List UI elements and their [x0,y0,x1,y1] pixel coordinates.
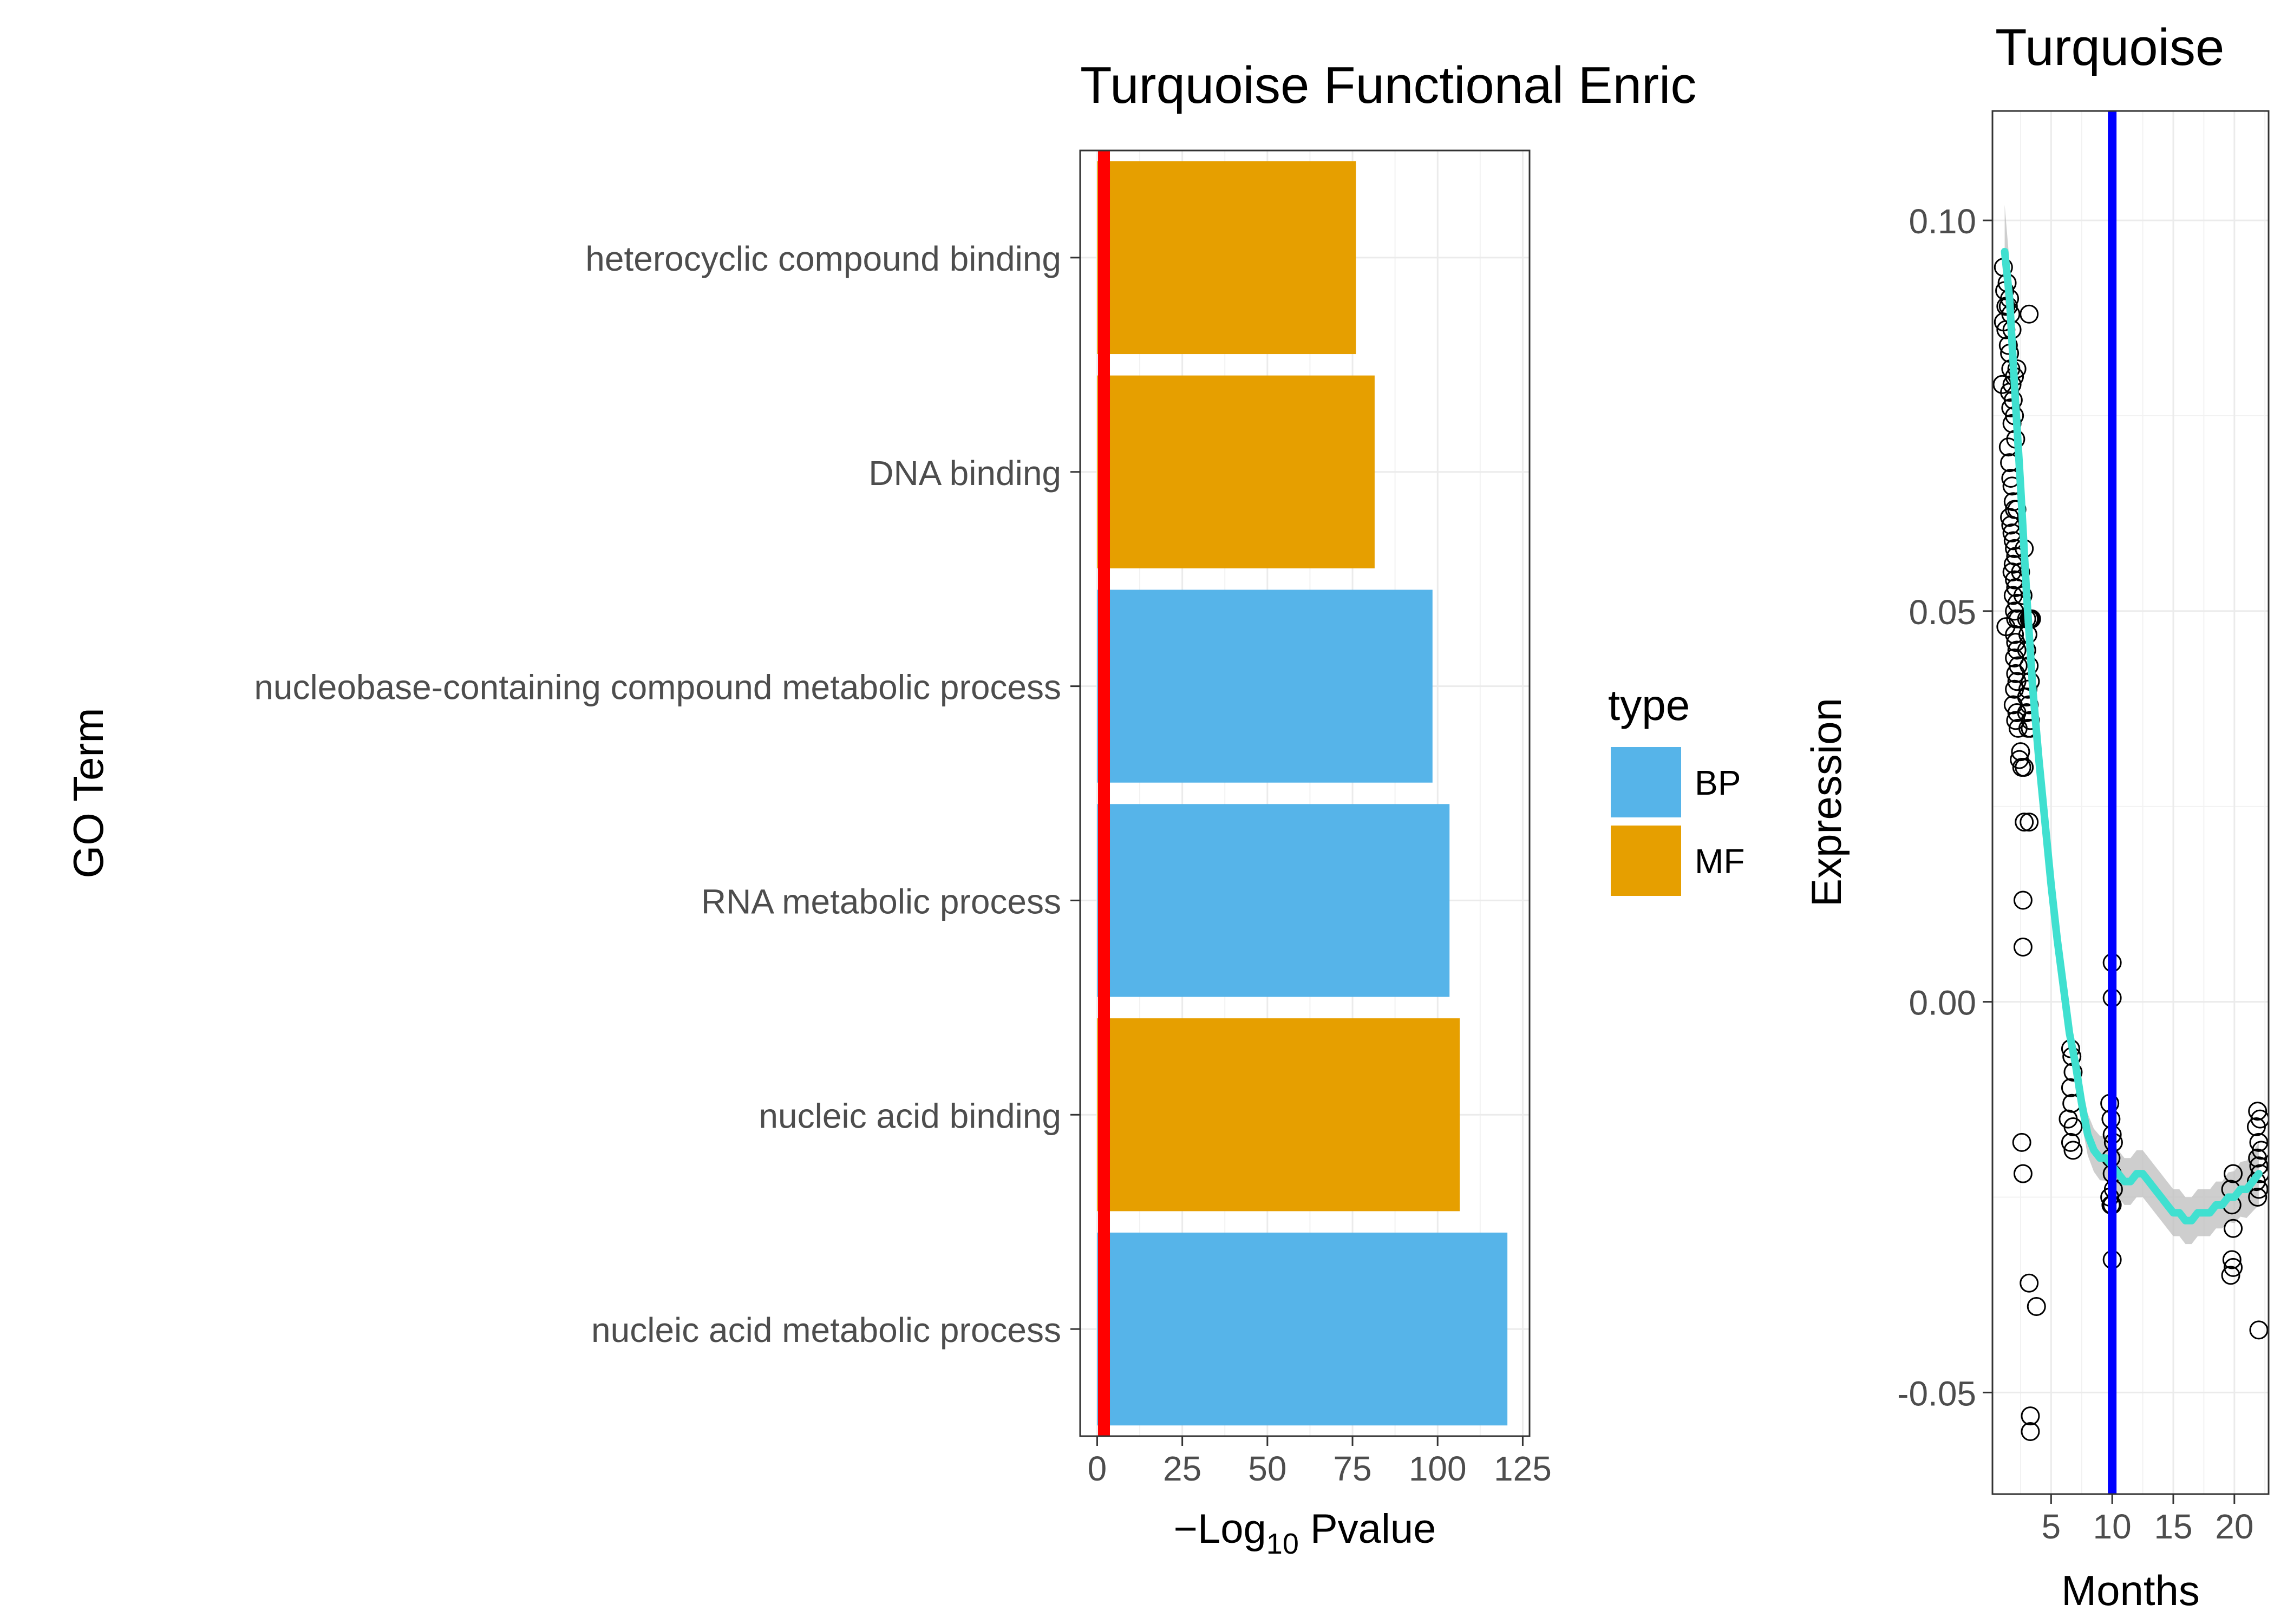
expression-point [2248,1102,2268,1121]
expression-point [2021,1422,2040,1442]
enrichment-x-tick-label: 125 [1494,1449,1552,1488]
expression-point [2248,1148,2268,1168]
expression-point [2015,758,2034,777]
enrichment-y-tick-label: nucleic acid metabolic process [591,1311,1061,1350]
expression-point [2012,1132,2031,1152]
expression-point [2000,508,2020,527]
expression-title: Turquoise [1995,18,2224,76]
enrichment-bar [1097,590,1433,783]
legend-swatch-bp [1611,747,1681,817]
expression-point [2221,1266,2240,1285]
enrichment-x-tick-label: 100 [1409,1449,1467,1488]
expression-point [2007,640,2027,660]
expression-panel-border [1991,110,2270,1495]
expression-x-tick-label: 20 [2215,1507,2253,1546]
expression-point [2002,414,2022,433]
expression-point [2020,1273,2039,1293]
expression-point [2248,1187,2268,1207]
legend-title: type [1608,681,1690,729]
expression-y-axis-label: Expression [1802,698,1850,907]
enrichment-panel-border [1079,149,1531,1437]
expression-point [2011,562,2030,582]
expression-point [2005,625,2024,644]
expression-x-tick-label: 10 [2093,1507,2132,1546]
legend: type BP MF [1608,681,1744,896]
expression-y-tick-label: 0.05 [1909,593,1976,632]
enrichment-x-tick-label: 50 [1248,1449,1286,1488]
enrichment-title: Turquoise Functional Enric [1080,56,1696,114]
enrichment-y-tick-label: DNA binding [868,454,1061,493]
enrichment-x-tick-label: 25 [1163,1449,1201,1488]
expression-x-axis-label: Months [2061,1567,2200,1614]
expression-point [2063,1141,2083,1160]
expression-point [2249,1320,2269,1340]
legend-label-bp: BP [1695,763,1741,802]
enrichment-bar [1097,1232,1508,1426]
expression-point [2063,1117,2083,1137]
enrichment-chart: Turquoise Functional Enric heterocyclic … [64,56,1696,1560]
expression-point [2013,938,2033,957]
enrichment-x-tick-label: 0 [1088,1449,1107,1488]
enrichment-y-axis-label: GO Term [64,708,112,879]
expression-y-tick-label: -0.05 [1897,1374,1976,1413]
enrichment-bar [1097,804,1450,997]
enrichment-y-tick-label: heterocyclic compound binding [585,239,1061,278]
expression-point [2021,1406,2040,1426]
enrichment-y-tick-label: nucleic acid binding [759,1096,1061,1135]
enrichment-bar [1097,375,1375,568]
expression-point [2013,890,2033,910]
smooth-trend-line [2001,247,2263,1224]
expression-point [2224,1164,2243,1183]
expression-point [2008,656,2028,676]
expression-chart: Turquoise 0.10 0.05 0.00 -0.05 5 10 15 20 Month… [1802,18,2270,1614]
expression-x-tick-label: 5 [2042,1507,2061,1546]
legend-label-mf: MF [1695,842,1744,881]
expression-point [2020,813,2039,832]
expression-point [2224,1258,2243,1277]
expression-point [2224,1219,2243,1238]
expression-point [2020,304,2039,324]
expression-point [2013,1164,2033,1183]
enrichment-y-tick-label: nucleobase-containing compound metabolic… [254,668,1061,707]
expression-point [2015,813,2034,832]
enrichment-y-tick-label: RNA metabolic process [701,882,1061,921]
expression-point [2027,1297,2046,1317]
expression-panel-background [1992,111,2269,1494]
legend-swatch-mf [1611,826,1681,896]
expression-point [2246,1117,2266,1137]
expression-point [2061,1132,2080,1152]
expression-x-tick-label: 15 [2154,1507,2192,1546]
enrichment-x-axis-label: −Log10 Pvalue [1174,1506,1436,1560]
expression-y-tick-label: 0.00 [1909,984,1976,1023]
enrichment-x-tick-label: 75 [1333,1449,1371,1488]
enrichment-bar [1097,161,1356,355]
expression-y-tick-label: 0.10 [1909,202,1976,241]
enrichment-panel-background [1080,150,1530,1436]
expression-point [2249,1132,2269,1152]
enrichment-bar [1097,1018,1460,1212]
expression-point [2222,1250,2242,1269]
